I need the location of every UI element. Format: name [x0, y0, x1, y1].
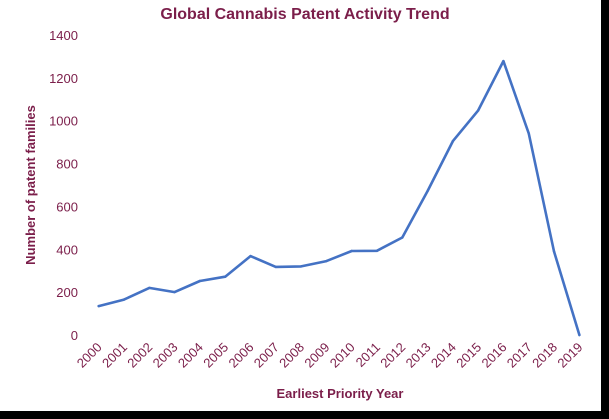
x-tick-label: 2017 — [504, 340, 535, 371]
x-tick-label: 2018 — [529, 340, 560, 371]
y-tick-label: 800 — [56, 157, 78, 172]
x-tick-label: 2015 — [453, 340, 484, 371]
data-point — [502, 59, 505, 63]
x-tick-label: 2014 — [428, 340, 459, 371]
x-tick-label: 2007 — [251, 340, 282, 371]
data-point — [173, 290, 176, 294]
data-point — [477, 109, 480, 112]
data-point — [552, 250, 556, 253]
y-tick-label: 400 — [56, 242, 78, 257]
y-tick-label: 1400 — [49, 28, 78, 43]
data-point — [122, 298, 126, 301]
y-tick-label: 0 — [71, 328, 78, 343]
y-tick-label: 1000 — [49, 114, 78, 129]
y-tick-label: 600 — [56, 199, 78, 214]
x-tick-label: 2009 — [301, 340, 332, 371]
data-point — [198, 279, 202, 283]
y-tick-label: 200 — [56, 285, 78, 300]
data-point — [224, 275, 227, 278]
series-line — [97, 59, 581, 337]
x-tick-label: 2011 — [353, 340, 383, 370]
x-tick-label: 2019 — [554, 340, 585, 371]
data-point — [451, 139, 455, 143]
data-point — [578, 333, 581, 337]
x-tick-label: 2013 — [403, 340, 434, 371]
y-axis-ticks: 0 200 400 600 800 1000 1200 1400 — [49, 28, 78, 343]
data-point — [249, 254, 252, 258]
y-axis-label: Number of patent families — [23, 105, 38, 265]
data-point — [527, 132, 530, 135]
line-chart: Global Cannabis Patent Activity Trend 02… — [23, 6, 586, 401]
data-point — [350, 249, 353, 253]
data-point — [274, 265, 277, 269]
x-tick-label: 2002 — [124, 340, 155, 371]
y-tick-label: 1200 — [49, 71, 78, 86]
data-point — [97, 304, 100, 308]
x-tick-label: 2003 — [150, 340, 181, 371]
series-layer — [97, 59, 581, 337]
x-tick-label: 2008 — [276, 340, 307, 371]
x-tick-label: 2000 — [74, 340, 105, 371]
x-tick-label: 2010 — [327, 340, 358, 371]
x-tick-label: 2004 — [175, 340, 206, 371]
data-point — [299, 265, 303, 268]
data-point — [426, 189, 429, 193]
x-tick-label: 2016 — [479, 340, 510, 371]
x-tick-label: 2006 — [226, 340, 257, 371]
data-point — [325, 259, 328, 263]
chart-title: Global Cannabis Patent Activity Trend — [160, 6, 449, 23]
data-point — [401, 236, 404, 239]
x-axis-label: Earliest Priority Year — [277, 386, 404, 401]
x-tick-label: 2012 — [377, 340, 408, 371]
x-tick-label: 2005 — [200, 340, 231, 371]
data-point — [148, 286, 151, 290]
data-point — [375, 249, 379, 252]
x-axis-ticks: 2000200120022003200420052006200720082009… — [74, 340, 586, 371]
x-tick-label: 2001 — [99, 340, 130, 371]
